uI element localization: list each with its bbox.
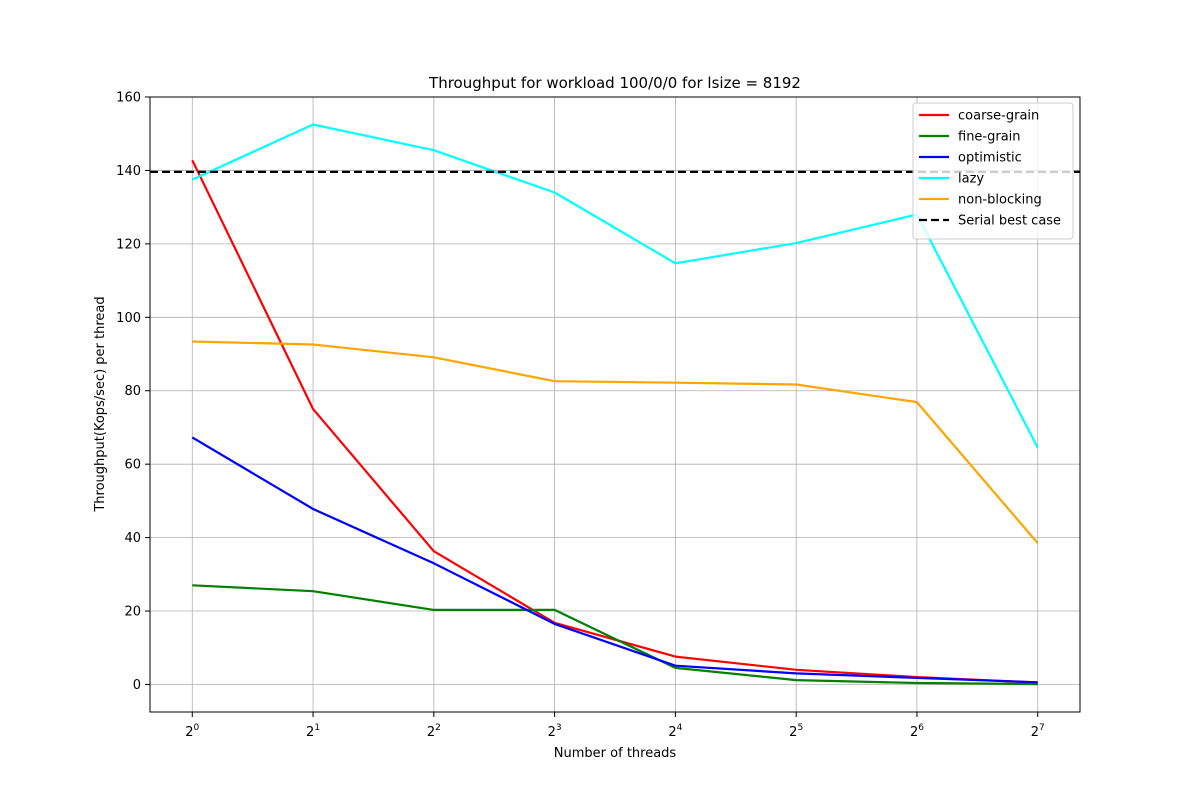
- x-tick-label: 21: [306, 723, 320, 740]
- chart-title: Throughput for workload 100/0/0 for lsiz…: [428, 74, 801, 92]
- y-tick-label: 60: [124, 458, 141, 473]
- series-line-non-blocking: [192, 340, 1039, 544]
- y-axis-label: Throughput(Kops/sec) per thread: [93, 296, 108, 512]
- y-tick-label: 100: [116, 311, 141, 326]
- x-tick-label: 20: [185, 723, 199, 740]
- y-axis-ticks: 0 20 40 60 80 100 120 140 160: [116, 91, 150, 693]
- legend-label-lazy: lazy: [958, 172, 984, 187]
- y-tick-label: 80: [124, 384, 141, 399]
- legend-label-non-blocking: non-blocking: [958, 193, 1042, 208]
- x-tick-label: 27: [1031, 723, 1045, 740]
- legend-label-optimistic: optimistic: [958, 151, 1022, 166]
- x-tick-label: 24: [668, 723, 682, 740]
- x-tick-label: 25: [789, 723, 803, 740]
- series-line-fine-grain: [192, 584, 1038, 686]
- legend-label-coarse-grain: coarse-grain: [958, 109, 1039, 124]
- y-tick-label: 120: [116, 237, 141, 252]
- series-line-lazy: [191, 123, 1039, 449]
- y-tick-label: 160: [116, 91, 141, 106]
- y-tick-label: 0: [133, 678, 141, 693]
- legend-label-fine-grain: fine-grain: [958, 130, 1021, 145]
- x-tick-label: 26: [910, 723, 924, 740]
- x-tick-label: 22: [427, 723, 441, 740]
- y-tick-label: 20: [124, 605, 141, 620]
- legend-label-serial-best-case: Serial best case: [958, 214, 1061, 229]
- y-tick-label: 140: [116, 164, 141, 179]
- x-tick-label: 23: [548, 723, 562, 740]
- y-tick-label: 40: [124, 531, 141, 546]
- series-line-optimistic: [191, 436, 1038, 684]
- plot-frame: [149, 96, 1081, 713]
- legend: coarse-grain fine-grain optimistic lazy non-…: [912, 102, 1074, 240]
- x-axis-label: Number of threads: [554, 746, 677, 761]
- legend-box: [912, 102, 1074, 240]
- x-axis-ticks: 20 21 22 23 24 25 26 27: [185, 712, 1045, 740]
